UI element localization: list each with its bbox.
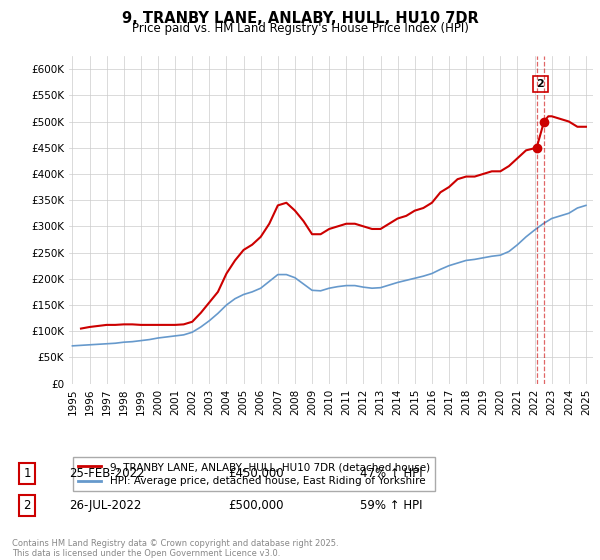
Text: Price paid vs. HM Land Registry's House Price Index (HPI): Price paid vs. HM Land Registry's House … xyxy=(131,22,469,35)
Text: Contains HM Land Registry data © Crown copyright and database right 2025.
This d: Contains HM Land Registry data © Crown c… xyxy=(12,539,338,558)
Text: 25-FEB-2022: 25-FEB-2022 xyxy=(69,466,145,480)
Legend: 9, TRANBY LANE, ANLABY, HULL, HU10 7DR (detached house), HPI: Average price, det: 9, TRANBY LANE, ANLABY, HULL, HU10 7DR (… xyxy=(73,457,435,492)
Text: 9, TRANBY LANE, ANLABY, HULL, HU10 7DR: 9, TRANBY LANE, ANLABY, HULL, HU10 7DR xyxy=(122,11,478,26)
Text: £450,000: £450,000 xyxy=(228,466,284,480)
Text: 1: 1 xyxy=(23,466,31,480)
Text: 2: 2 xyxy=(23,499,31,512)
Text: 26-JUL-2022: 26-JUL-2022 xyxy=(69,499,142,512)
Text: £500,000: £500,000 xyxy=(228,499,284,512)
Text: 59% ↑ HPI: 59% ↑ HPI xyxy=(360,499,422,512)
Text: 47% ↑ HPI: 47% ↑ HPI xyxy=(360,466,422,480)
Text: 2: 2 xyxy=(536,79,544,89)
